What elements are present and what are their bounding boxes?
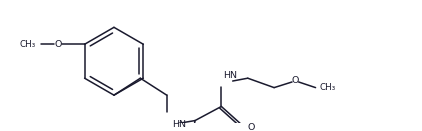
Text: HN: HN [223, 71, 237, 80]
Text: CH₃: CH₃ [319, 83, 335, 92]
Text: CH₃: CH₃ [19, 40, 35, 49]
Text: O: O [54, 40, 62, 49]
Text: O: O [291, 76, 298, 85]
Text: HN: HN [172, 120, 187, 129]
Text: O: O [248, 123, 255, 131]
